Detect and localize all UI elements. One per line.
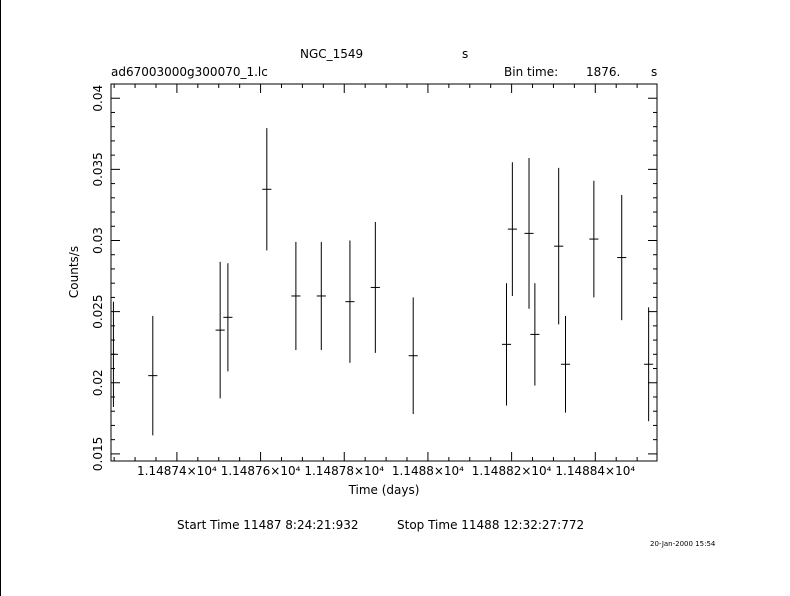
data-point [370, 221, 380, 353]
data-point [148, 315, 158, 436]
data-point [316, 241, 326, 351]
data-point [560, 315, 571, 413]
x-tick-label: 1.14882×10⁴ [472, 464, 552, 478]
y-tick-label: 0.035 [91, 152, 105, 186]
object-unit: s [462, 47, 469, 61]
x-tick-label: 1.14878×10⁴ [304, 464, 384, 478]
y-tick-label: 0.015 [91, 437, 105, 471]
x-tick-label: 1.14884×10⁴ [555, 464, 635, 478]
y-tick-label: 0.025 [91, 294, 105, 328]
plot-frame [110, 83, 658, 462]
start-time: Start Time 11487 8:24:21:932 [177, 518, 359, 532]
data-point [501, 283, 512, 406]
y-tick-label: 0.03 [91, 227, 105, 254]
data-point [507, 162, 517, 296]
x-tick-label: 1.1488×10⁴ [392, 464, 464, 478]
window-left-edge [0, 0, 1, 596]
y-axis-label: Counts/s [67, 246, 81, 298]
lc-filename: ad67003000g300070_1.lc [111, 65, 268, 79]
data-point [408, 297, 418, 415]
data-point [617, 194, 627, 321]
stop-time: Stop Time 11488 12:32:27:772 [397, 518, 585, 532]
data-point [644, 307, 654, 422]
data-point [524, 157, 534, 309]
x-tick-label: 1.14874×10⁴ [137, 464, 217, 478]
bin-time-value: 1876. [586, 65, 621, 79]
data-point [530, 283, 540, 386]
data-point [111, 301, 118, 407]
x-axis-label: Time (days) [348, 483, 420, 497]
data-point [262, 128, 272, 251]
y-tick-label: 0.04 [91, 85, 105, 112]
data-point [554, 167, 564, 325]
plot-datestamp: 20-Jan-2000 15:54 [650, 540, 716, 548]
x-tick-label: 1.14876×10⁴ [221, 464, 301, 478]
data-point [215, 261, 225, 399]
data-point [291, 241, 301, 351]
data-point [223, 263, 233, 372]
object-name: NGC_1549 [300, 47, 364, 61]
bin-time-unit: s [651, 65, 658, 79]
y-tick-label: 0.02 [91, 369, 105, 396]
data-point [589, 180, 599, 298]
data-point [345, 240, 355, 363]
bin-time-label: Bin time: [504, 65, 559, 79]
